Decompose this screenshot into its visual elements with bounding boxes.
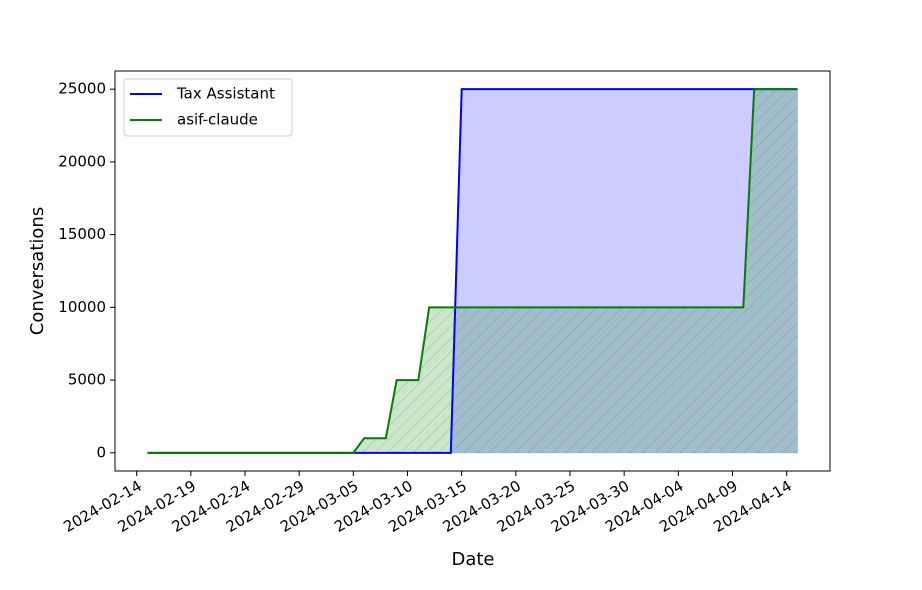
legend-box bbox=[123, 78, 293, 137]
y-tick-label: 5000 bbox=[68, 371, 106, 389]
y-tick-label: 10000 bbox=[58, 298, 106, 316]
x-axis-label: Date bbox=[451, 549, 494, 570]
line bbox=[147, 88, 798, 454]
legend-label: asif-claude bbox=[177, 111, 258, 129]
plot-frame bbox=[114, 70, 831, 472]
y-axis-label: Conversations bbox=[27, 207, 48, 335]
y-tick-label: 25000 bbox=[58, 80, 106, 98]
y-tick-label: 20000 bbox=[58, 152, 106, 170]
y-tick-label: 15000 bbox=[58, 225, 106, 243]
area-hatch bbox=[147, 89, 798, 453]
legend-label: Tax Assistant bbox=[176, 85, 275, 103]
y-tick-label: 0 bbox=[96, 443, 106, 461]
